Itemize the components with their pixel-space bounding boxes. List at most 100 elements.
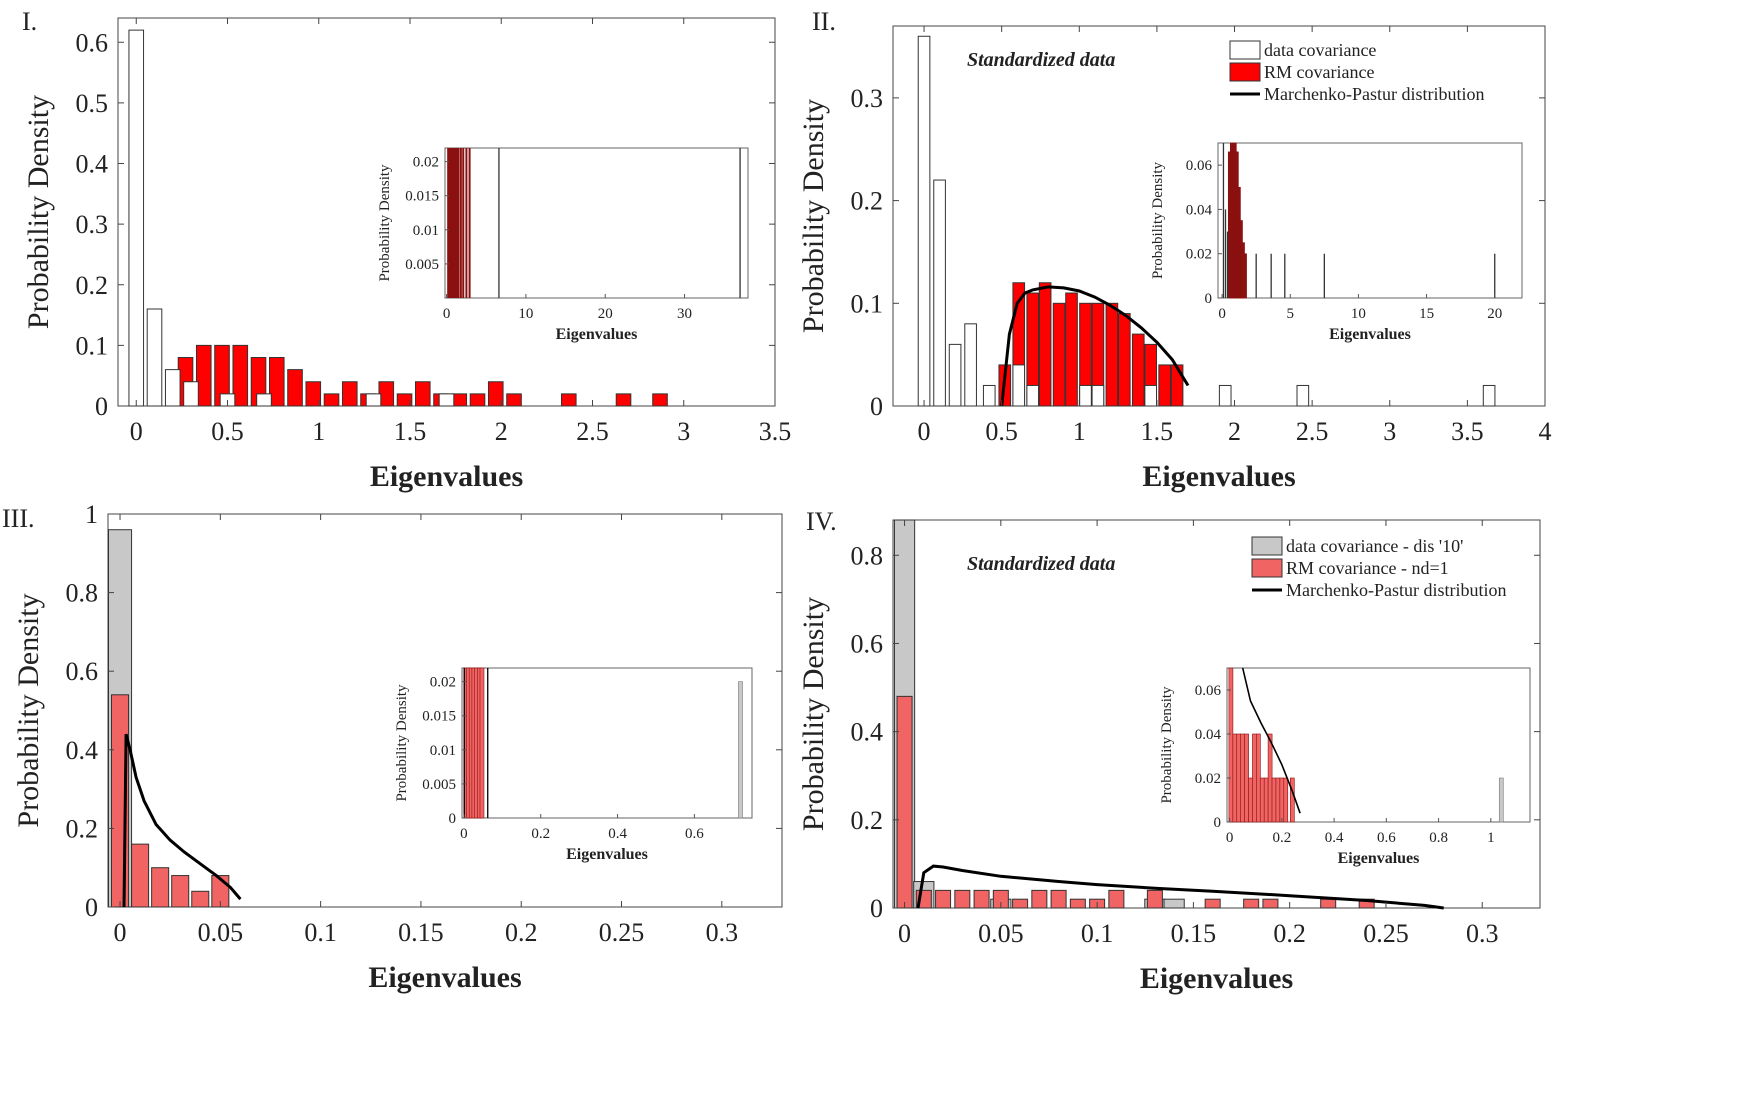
x-tick-label: 0.3 (706, 918, 739, 947)
inset-y-tick-label: 0.01 (430, 743, 456, 759)
bar (1262, 898, 1279, 909)
series-data-covariance (917, 35, 1496, 407)
y-tick-label: 0.8 (66, 579, 99, 608)
inset-bar (1244, 733, 1249, 823)
inset-x-tick-label: 10 (1351, 306, 1366, 322)
y-tick-label: 0.2 (66, 814, 99, 843)
inset-y-tick-label: 0 (449, 811, 457, 827)
bar (131, 843, 150, 908)
y-tick-label: 0.1 (76, 331, 109, 360)
x-tick-label: 0.15 (1171, 919, 1217, 948)
panel-3: III. 0 0.05 0.1 0.15 0.2 0.25 0.3 0 0.2 0.4 0.6 0.8 1… (2, 500, 783, 994)
inset-bar (1242, 253, 1247, 299)
inset: 0 0.2 0.4 0.6 0 0.005 0.01 0.015 0.02 Eigenvalues… (394, 667, 753, 863)
y-tick-label: 1 (85, 500, 98, 529)
inset-x-tick-label: 0 (443, 306, 451, 322)
inset-bar (1259, 777, 1265, 823)
standardized-data-annotation: Standardized data (967, 49, 1115, 71)
bar (1320, 898, 1337, 909)
inset-y-tick-label: 0.06 (1186, 158, 1213, 174)
inset-x-tick-label: 0.6 (685, 826, 704, 842)
bar (1031, 889, 1048, 909)
inset: 0 5 10 15 20 0 0.02 0.04 0.06 Eigenvalues Probabil… (1150, 142, 1523, 343)
bar (487, 381, 504, 407)
inset-x-tick-label: 0 (460, 826, 468, 842)
x-axis-label: Eigenvalues (368, 961, 521, 994)
inset-bar (1263, 777, 1269, 823)
legend-swatch (1251, 536, 1283, 556)
bar (1204, 898, 1221, 909)
x-tick-label: 1 (1073, 417, 1086, 446)
bar (1012, 898, 1029, 909)
inset-x-tick-label: 0.6 (1377, 830, 1396, 846)
bar (268, 357, 285, 407)
inset-frame (461, 667, 753, 819)
panel-2: II. 0 0.5 1 1.5 2 2.5 3 3.5 4 0 0.1 0.2 0.3 Eigenvalue… (797, 7, 1552, 493)
inset-y-axis-label: Probability Density (377, 164, 393, 282)
bar (1108, 889, 1125, 909)
x-tick-label: 2.5 (1296, 417, 1329, 446)
inset-x-tick-label: 0.8 (1429, 830, 1448, 846)
inset-y-axis-label: Probability Density (1159, 686, 1175, 804)
x-tick-label: 0.3 (1466, 919, 1499, 948)
series-rm-covariance-nd-1 (896, 695, 1375, 909)
inset-y-tick-label: 0.015 (422, 709, 456, 725)
inset-x-tick-label: 0.2 (1272, 830, 1291, 846)
inset-y-tick-label: 0.005 (422, 777, 456, 793)
inset-y-tick-label: 0.04 (1195, 727, 1222, 743)
x-tick-label: 0.05 (198, 918, 244, 947)
bar (128, 29, 145, 407)
x-axis-label: Eigenvalues (1140, 962, 1293, 995)
inset-x-axis-label: Eigenvalues (1329, 326, 1411, 343)
series-rm-covariance (177, 344, 668, 407)
inset-bar (1279, 777, 1285, 823)
inset-bar (1283, 777, 1289, 823)
bar (151, 867, 170, 908)
y-tick-label: 0.6 (851, 629, 884, 658)
inset-x-tick-label: 5 (1287, 306, 1295, 322)
legend-label: RM covariance - nd=1 (1286, 558, 1449, 578)
bar (232, 344, 249, 407)
bar (506, 393, 522, 407)
x-tick-label: 2 (495, 417, 508, 446)
inset-bar (1275, 777, 1281, 823)
bar (1146, 889, 1163, 909)
y-tick-label: 0.4 (851, 718, 884, 747)
x-tick-label: 0.1 (1081, 919, 1114, 948)
bar (1065, 292, 1078, 407)
inset-bar (1267, 733, 1273, 823)
inset-x-axis-label: Eigenvalues (566, 846, 648, 863)
inset-x-tick-label: 20 (598, 306, 613, 322)
x-tick-label: 0.05 (978, 919, 1024, 948)
inset-bar (1236, 733, 1242, 823)
legend: data covariance - dis '10'RM covariance … (1251, 536, 1506, 600)
bar (323, 393, 340, 407)
inset-bar (1271, 777, 1277, 823)
y-tick-label: 0.1 (851, 289, 884, 318)
x-tick-label: 0 (114, 918, 127, 947)
inset-y-tick-label: 0.005 (405, 257, 439, 273)
bar (1218, 384, 1232, 407)
y-tick-label: 0 (95, 392, 108, 421)
bar (1482, 384, 1496, 407)
y-tick-label: 0.3 (76, 210, 109, 239)
bar (365, 393, 382, 407)
y-axis-label: Probability Density (797, 99, 830, 333)
x-tick-label: 2 (1228, 417, 1241, 446)
inset-y-tick-label: 0.02 (413, 155, 439, 171)
inset-bar (1232, 733, 1238, 823)
bar (1038, 282, 1052, 407)
inset-bar (1290, 777, 1295, 823)
legend-label: Marchenko-Pastur distribution (1286, 580, 1506, 600)
y-tick-label: 0.2 (851, 187, 884, 216)
inset-bar (1498, 777, 1504, 823)
inset-y-tick-label: 0 (1205, 291, 1213, 307)
bar (438, 393, 455, 407)
bar (933, 179, 946, 407)
series-data-covariance (128, 29, 455, 407)
inset-x-tick-label: 0 (1226, 830, 1234, 846)
bar (1026, 384, 1040, 407)
inset-x-tick-label: 30 (677, 306, 692, 322)
bar (615, 393, 632, 407)
y-tick-label: 0.8 (851, 541, 884, 570)
